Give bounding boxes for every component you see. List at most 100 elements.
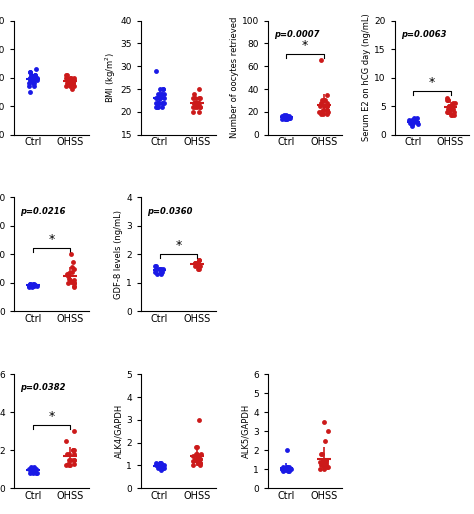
Point: [28, 465, 36, 473]
Point: [30, 82, 37, 90]
Point: [195, 85, 203, 93]
Point: [413, 114, 421, 122]
Point: [281, 112, 288, 120]
Point: [31, 70, 38, 79]
Point: [63, 82, 70, 90]
Point: [70, 446, 77, 454]
Point: [410, 116, 417, 124]
Point: [316, 108, 323, 116]
Point: [33, 469, 41, 477]
Point: [33, 74, 41, 82]
Text: *: *: [429, 76, 435, 89]
Point: [319, 96, 326, 104]
Point: [153, 270, 160, 279]
Point: [280, 112, 288, 120]
Point: [284, 465, 292, 473]
Point: [191, 94, 199, 102]
Point: [190, 457, 197, 465]
Point: [407, 119, 415, 127]
Point: [69, 79, 77, 87]
Point: [408, 122, 416, 130]
Point: [410, 118, 417, 126]
Text: p=0.0063: p=0.0063: [401, 30, 446, 39]
Point: [324, 463, 332, 471]
Point: [196, 262, 204, 270]
Point: [152, 99, 159, 107]
Y-axis label: Serum E2 on hCG day (ng/mL): Serum E2 on hCG day (ng/mL): [362, 14, 371, 141]
Point: [28, 74, 36, 82]
Point: [66, 77, 73, 85]
Point: [65, 462, 73, 470]
Point: [191, 259, 198, 267]
Point: [323, 105, 331, 114]
Point: [283, 115, 291, 123]
Point: [152, 462, 160, 470]
Point: [194, 452, 202, 461]
Point: [66, 82, 74, 90]
Point: [196, 459, 203, 467]
Point: [156, 85, 164, 93]
Point: [322, 460, 329, 468]
Point: [27, 74, 35, 82]
Point: [154, 99, 162, 107]
Text: p=0.0216: p=0.0216: [20, 207, 66, 215]
Point: [448, 102, 456, 110]
Point: [447, 105, 455, 113]
Point: [64, 74, 71, 82]
Point: [27, 88, 34, 96]
Point: [152, 265, 160, 273]
Point: [26, 74, 34, 82]
Point: [444, 96, 452, 104]
Point: [27, 281, 35, 289]
Point: [68, 263, 76, 271]
Point: [25, 282, 32, 290]
Point: [68, 456, 75, 464]
Point: [157, 267, 164, 276]
Point: [410, 119, 417, 127]
Point: [159, 462, 166, 470]
Point: [280, 465, 288, 473]
Point: [68, 267, 75, 276]
Point: [445, 105, 452, 113]
Point: [68, 278, 75, 286]
Point: [160, 94, 167, 102]
Point: [193, 457, 201, 465]
Point: [320, 102, 328, 110]
Point: [26, 68, 34, 76]
Point: [451, 99, 459, 107]
Point: [319, 460, 326, 468]
Point: [323, 456, 330, 464]
Point: [317, 450, 325, 458]
Point: [160, 89, 168, 98]
Point: [189, 108, 197, 116]
Point: [30, 463, 37, 471]
Point: [194, 262, 202, 270]
Point: [197, 454, 204, 463]
Point: [66, 79, 74, 87]
Point: [408, 119, 415, 127]
Point: [450, 111, 458, 119]
Point: [196, 94, 203, 102]
Point: [317, 110, 325, 118]
Point: [191, 259, 199, 267]
Point: [320, 463, 328, 471]
Point: [197, 450, 204, 458]
Point: [191, 99, 199, 107]
Point: [285, 114, 292, 122]
Point: [284, 114, 292, 122]
Y-axis label: ALK4/GAPDH: ALK4/GAPDH: [115, 404, 124, 458]
Point: [446, 108, 453, 116]
Point: [318, 460, 326, 468]
Point: [65, 269, 73, 277]
Point: [189, 94, 196, 102]
Point: [27, 281, 34, 289]
Point: [27, 463, 35, 471]
Point: [196, 462, 203, 470]
Point: [195, 256, 203, 264]
Point: [195, 256, 203, 264]
Point: [64, 77, 72, 85]
Point: [160, 85, 167, 93]
Point: [445, 108, 452, 116]
Point: [153, 67, 160, 75]
Point: [159, 99, 166, 107]
